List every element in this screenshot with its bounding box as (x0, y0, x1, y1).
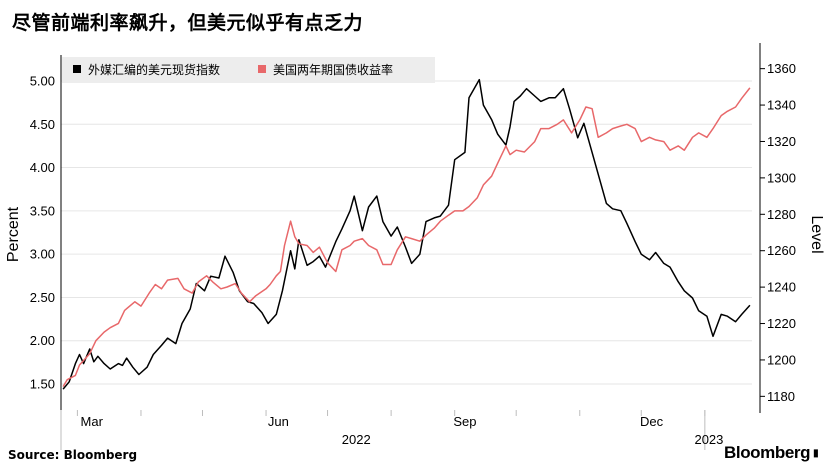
legend-swatch-two-year-yield (258, 65, 266, 73)
right-tick-label: 1220 (767, 316, 796, 331)
legend-background (62, 57, 435, 83)
left-tick-label: 3.00 (30, 247, 55, 262)
right-tick-label: 1180 (767, 389, 795, 404)
left-axis-title: Percent (5, 206, 22, 262)
year-label: 2023 (694, 432, 723, 447)
month-label: Dec (640, 414, 664, 429)
left-tick-label: 1.50 (30, 377, 55, 392)
left-tick-label: 5.00 (30, 73, 55, 88)
left-tick-label: 2.00 (30, 333, 55, 348)
right-tick-label: 1260 (767, 243, 796, 258)
grid-lines (61, 80, 752, 385)
left-tick-label: 4.50 (30, 117, 55, 132)
legend-label-dollar-index: 外媒汇编的美元现货指数 (88, 62, 220, 77)
month-label: Sep (453, 414, 476, 429)
legend-swatch-dollar-index (73, 65, 81, 73)
brand-logo: Bloomberg ▮ (724, 443, 819, 463)
series-lines (62, 78, 751, 390)
year-label: 2022 (342, 432, 371, 447)
dollar-index-line (62, 78, 751, 390)
right-tick-label: 1200 (767, 352, 796, 367)
two-year-yield-line (62, 87, 751, 387)
left-tick-label: 3.50 (30, 203, 55, 218)
right-tick-label: 1320 (767, 134, 796, 149)
legend: 外媒汇编的美元现货指数 美国两年期国债收益率 (62, 57, 435, 83)
right-tick-label: 1280 (767, 207, 796, 222)
axes: 1.50 2.00 2.50 3.00 3.50 4.00 4.50 5.00 1180 1200… (5, 43, 825, 450)
bar-chart-icon: ▮ (813, 448, 819, 459)
legend-label-two-year-yield: 美国两年期国债收益率 (273, 62, 393, 77)
left-tick-label: 2.50 (30, 290, 55, 305)
right-tick-label: 1240 (767, 280, 796, 295)
month-label: Mar (81, 414, 104, 429)
source-note: Source: Bloomberg (8, 448, 138, 462)
right-tick-label: 1340 (767, 98, 796, 113)
brand-name: Bloomberg (724, 443, 811, 462)
right-tick-label: 1300 (767, 170, 796, 185)
chart-title: 尽管前端利率飙升，但美元似乎有点乏力 (12, 12, 364, 34)
right-axis-title: Level (808, 215, 825, 253)
left-tick-label: 4.00 (30, 160, 55, 175)
month-label: Jun (268, 414, 289, 429)
right-tick-label: 1360 (767, 61, 796, 76)
